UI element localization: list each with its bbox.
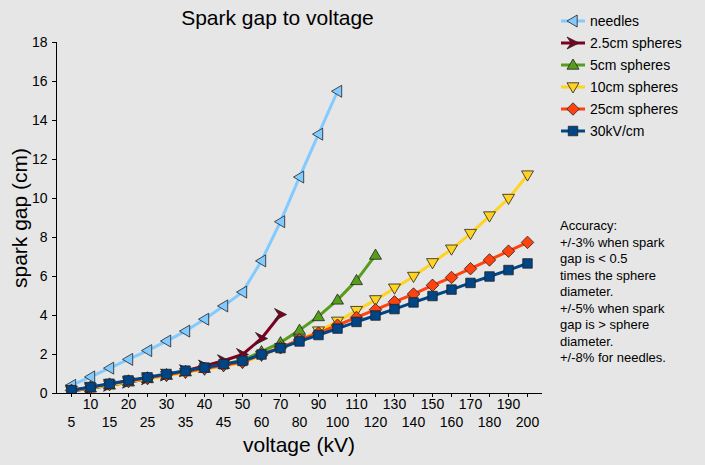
svg-text:120: 120 [364,414,388,430]
svg-text:60: 60 [254,414,270,430]
svg-text:80: 80 [292,414,308,430]
svg-text:110: 110 [345,396,368,412]
html-text:30kV/cm: 30kV/cm [590,123,645,139]
svg-text:20: 20 [121,396,137,412]
svg-text:140: 140 [402,414,426,430]
svg-text:10: 10 [83,396,99,412]
svg-text:170: 170 [459,396,483,412]
svg-text:50: 50 [235,396,251,412]
svg-text:14: 14 [32,112,48,128]
svg-text:5: 5 [68,414,76,430]
svg-text:6: 6 [40,268,48,284]
svg-text:90: 90 [311,396,327,412]
svg-text:voltage (kV): voltage (kV) [243,433,355,456]
html-text:Accuracy:: Accuracy: [560,218,618,233]
html-text:gap is < 0.5: gap is < 0.5 [560,251,628,266]
svg-text:100: 100 [326,414,350,430]
html-text:diameter.: diameter. [560,284,614,299]
svg-text:130: 130 [383,396,407,412]
svg-text:25: 25 [140,414,156,430]
svg-text:45: 45 [216,414,232,430]
svg-text:spark gap (cm): spark gap (cm) [8,148,31,288]
svg-text:150: 150 [421,396,445,412]
svg-text:15: 15 [102,414,118,430]
html-text:times the sphere: times the sphere [560,267,657,283]
svg-text:8: 8 [40,229,48,245]
html-text:needles: needles [590,13,639,29]
svg-text:18: 18 [32,36,48,50]
svg-text:30: 30 [159,396,175,412]
svg-text:190: 190 [497,396,521,412]
html-text:10cm spheres: 10cm spheres [590,79,678,95]
svg-text:35: 35 [178,414,194,430]
html-text:Spark gap to voltage: Spark gap to voltage [181,6,374,29]
svg-text:180: 180 [478,414,502,430]
svg-text:4: 4 [40,307,48,323]
svg-text:16: 16 [32,73,48,89]
svg-text:160: 160 [440,414,464,430]
html-text:+/-5% when spark: +/-5% when spark [560,300,665,316]
html-text:diameter.: diameter. [560,333,614,349]
svg-text:70: 70 [273,396,289,412]
html-text:25cm spheres: 25cm spheres [590,101,678,117]
html-text:5cm spheres: 5cm spheres [590,57,671,73]
html-text:2.5cm spheres: 2.5cm spheres [590,35,682,51]
html-text:gap is > sphere: gap is > sphere [560,317,650,332]
svg-text:12: 12 [32,151,48,167]
svg-text:10: 10 [32,190,48,206]
html-text:+/-8% for needles.: +/-8% for needles. [560,350,666,365]
svg-text:200: 200 [516,414,540,430]
svg-text:40: 40 [197,396,213,412]
svg-text:0: 0 [40,385,48,401]
html-text:+/-3% when spark: +/-3% when spark [560,234,665,250]
svg-text:2: 2 [40,346,48,362]
